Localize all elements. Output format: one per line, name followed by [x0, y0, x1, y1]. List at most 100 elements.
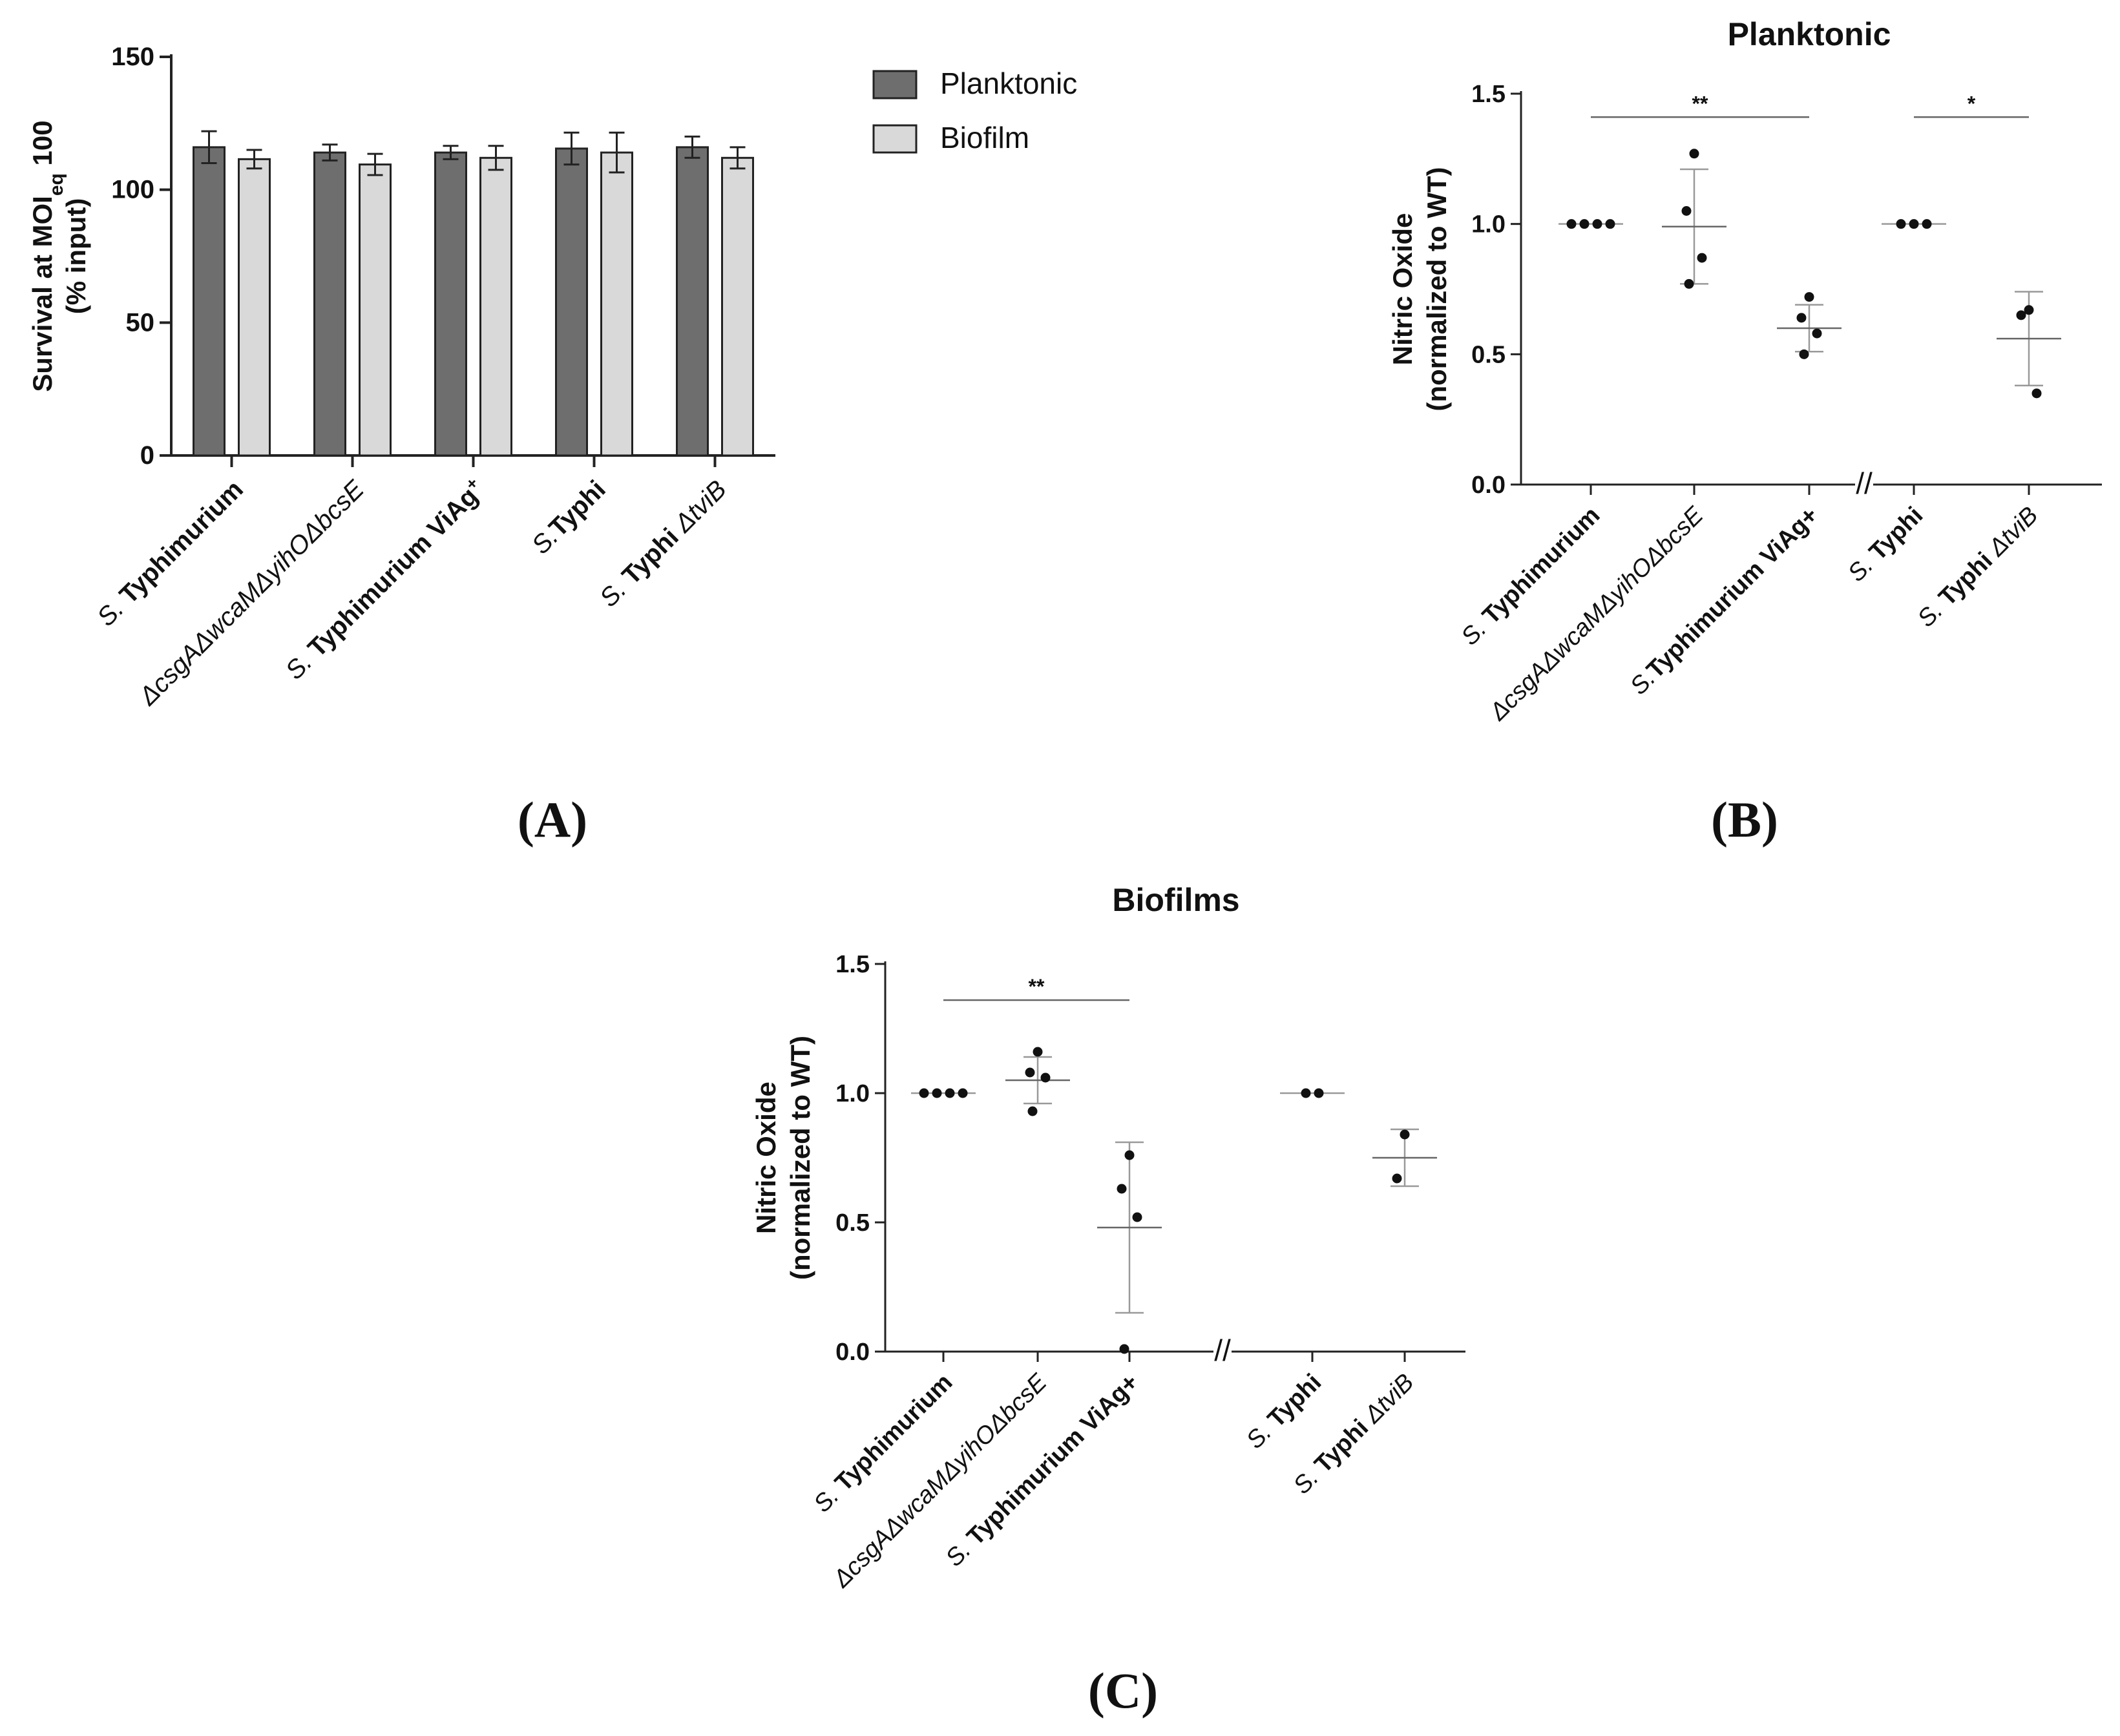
- y-axis-label-line2: (normalized to WT): [785, 1036, 815, 1280]
- data-point: [945, 1088, 955, 1098]
- data-point: [1579, 219, 1590, 229]
- bar-planktonic-4: [676, 146, 709, 457]
- x-tick-label-3: S. Typhi: [1241, 1369, 1327, 1454]
- label-part: Typhi: [1864, 502, 1928, 566]
- label-part: Typhimurium ViAg+: [962, 1369, 1144, 1551]
- y-label-sub: eq: [46, 173, 67, 196]
- label-part: Typhi: [1310, 1409, 1379, 1478]
- significance-stars: **: [1692, 92, 1708, 115]
- axis-break-mark: //: [1856, 466, 1873, 500]
- data-point: [1804, 292, 1814, 302]
- data-point: [2031, 388, 2042, 399]
- y-axis-label: Nitric Oxide: [1387, 213, 1418, 366]
- x-tick-label-1: ΔcsgAΔwcaMΔyihOΔbcsE: [1484, 501, 1709, 726]
- bar-planktonic-1: [313, 151, 346, 457]
- panel-c-biofilms-scatter: Biofilms 0.0 0.5 1.0 1.5 Nitric Oxide (normali…: [751, 882, 1465, 1593]
- legend-swatch-biofilm: [872, 124, 918, 154]
- x-tick-label-2: S.Typhimurium ViAg+: [1625, 502, 1823, 700]
- data-point: [1681, 206, 1692, 216]
- y-axis-label-line2: (normalized to WT): [1422, 167, 1452, 412]
- data-point: [1689, 149, 1699, 159]
- data-point: [1392, 1173, 1402, 1184]
- legend-label-planktonic: Planktonic: [940, 67, 1077, 100]
- panel-b-label: (B): [1711, 791, 1778, 848]
- axis-break-mark: //: [1214, 1333, 1231, 1367]
- bar-biofilm-1: [359, 163, 392, 457]
- data-point: [932, 1088, 942, 1098]
- y-axis-label: Survival at MOIeq 100: [27, 120, 67, 392]
- bar-biofilm-0: [238, 158, 271, 457]
- data-point: [1796, 313, 1807, 323]
- x-tick-label-4: S. Typhi ΔtviB: [594, 475, 732, 612]
- x-tick-label-4: S. Typhi ΔtviB: [1913, 502, 2044, 633]
- data-point: [1896, 219, 1906, 229]
- y-tick-label: 1.5: [835, 951, 870, 978]
- y-tick-label: 100: [111, 176, 154, 204]
- data-point: [1909, 219, 1919, 229]
- data-point: [1592, 219, 1602, 229]
- data-point: [1119, 1344, 1129, 1354]
- y-tick-label: 0.0: [835, 1339, 870, 1366]
- y-axis-label-line2: (% input): [61, 198, 91, 315]
- panel-c-label: (C): [1088, 1662, 1158, 1719]
- data-point: [1117, 1184, 1127, 1194]
- data-point: [1812, 328, 1822, 339]
- x-tick-label-3: S. Typhi: [1843, 502, 1928, 587]
- label-part: Typhi: [543, 475, 611, 542]
- data-point: [1922, 219, 1932, 229]
- data-point: [1025, 1067, 1035, 1078]
- y-tick-label: 1.5: [1471, 81, 1506, 108]
- bar-planktonic-0: [193, 146, 226, 457]
- data-point: [1400, 1129, 1410, 1140]
- data-point: [1301, 1088, 1311, 1098]
- data-point: [1684, 278, 1694, 289]
- legend-label-biofilm: Biofilm: [940, 121, 1029, 154]
- data-point: [1124, 1150, 1135, 1160]
- data-point: [1040, 1072, 1051, 1083]
- data-point: [1314, 1088, 1324, 1098]
- y-tick-label: 0: [140, 441, 154, 470]
- significance-stars: *: [1968, 92, 1976, 115]
- data-point: [1799, 349, 1809, 359]
- x-tick-label-1: ΔcsgAΔwcaMΔyihOΔbcsE: [133, 474, 370, 711]
- y-tick-label: 0.5: [1471, 341, 1506, 368]
- y-tick-label: 50: [126, 308, 155, 337]
- label-part: Typhi: [1263, 1369, 1327, 1433]
- chart-title: Planktonic: [1728, 16, 1891, 52]
- panel-a-label: (A): [518, 791, 587, 848]
- y-tick-label: 1.0: [835, 1080, 870, 1107]
- y-tick-label: 150: [111, 43, 154, 71]
- label-part: Typhi: [1934, 542, 2003, 611]
- label-part: ΔcsgAΔwcaMΔyihOΔbcsE: [133, 474, 370, 711]
- x-tick-label-3: S.Typhi: [527, 475, 611, 559]
- bar-planktonic-2: [434, 151, 467, 457]
- y-label-part: Survival at MOI: [27, 196, 58, 392]
- data-point: [1697, 253, 1707, 263]
- data-point: [1027, 1106, 1038, 1116]
- y-axis-label: Nitric Oxide: [751, 1082, 781, 1234]
- bar-biofilm-4: [721, 156, 754, 457]
- data-point: [1566, 219, 1577, 229]
- label-part: Typhi: [616, 518, 689, 590]
- data-point: [1033, 1047, 1043, 1057]
- bar-planktonic-3: [555, 147, 588, 457]
- data-point: [1605, 219, 1615, 229]
- x-tick-label-2: S. Typhimurium ViAg+: [941, 1369, 1144, 1573]
- panel-b-planktonic-scatter: Planktonic 0.0 0.5 1.0 1.5 Nitric Oxide (norma…: [1387, 16, 2102, 726]
- y-tick-label: 1.0: [1471, 211, 1506, 238]
- significance-stars: **: [1029, 975, 1045, 998]
- y-label-part: 100: [27, 120, 58, 173]
- label-part: Typhimurium: [114, 475, 249, 609]
- data-point: [2016, 310, 2026, 320]
- data-point: [1132, 1212, 1142, 1222]
- data-point: [958, 1088, 968, 1098]
- label-part: ΔcsgAΔwcaMΔyihOΔbcsE: [1484, 501, 1709, 726]
- data-point: [2024, 305, 2034, 315]
- bar-biofilm-2: [479, 156, 512, 457]
- bar-biofilm-3: [600, 151, 633, 457]
- legend-swatch-planktonic: [872, 70, 918, 99]
- x-tick-label-2: S. Typhimurium ViAg+: [278, 473, 490, 685]
- data-point: [919, 1088, 929, 1098]
